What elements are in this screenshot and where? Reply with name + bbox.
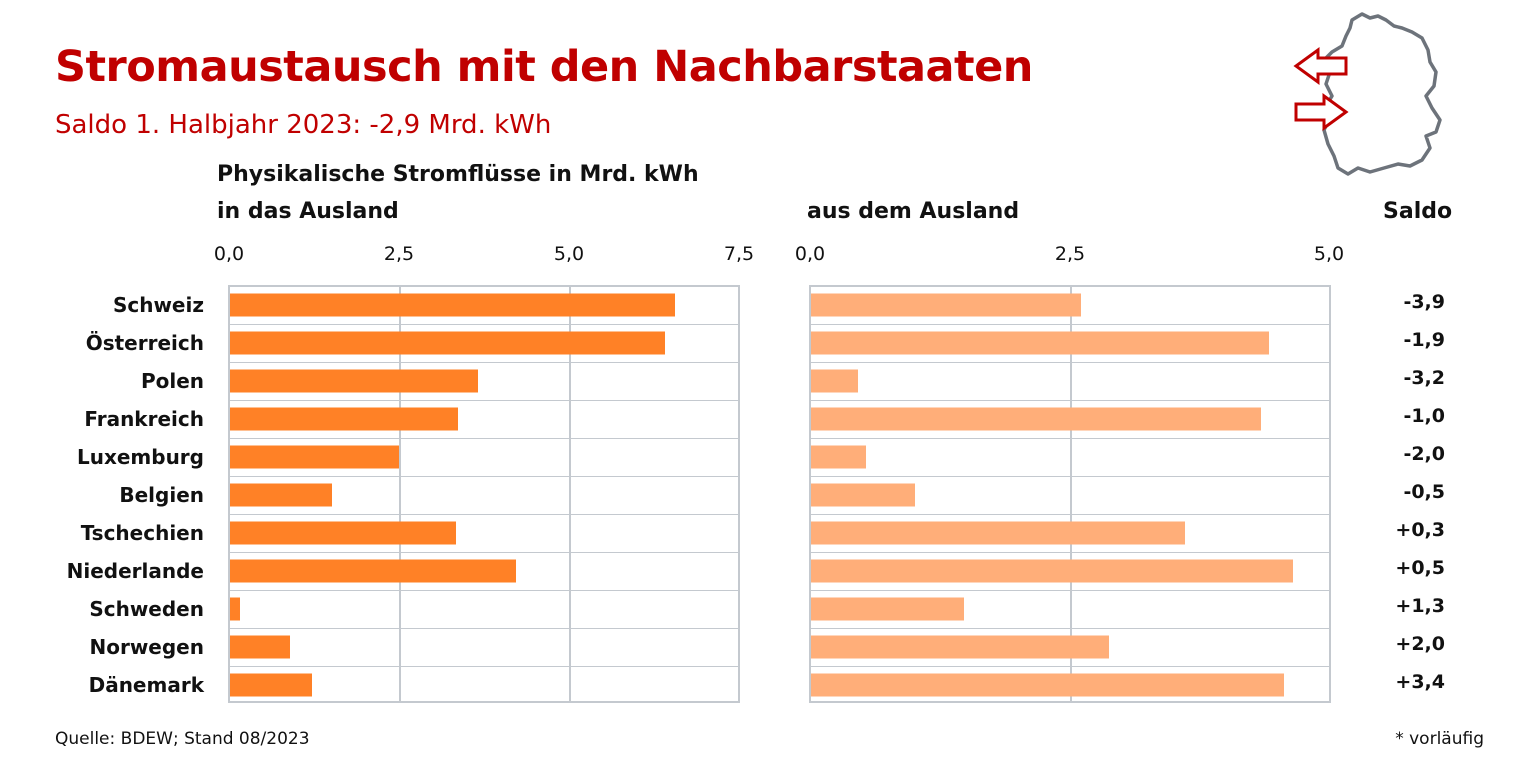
import-bar: [811, 521, 1186, 545]
country-label: Norwegen: [89, 635, 204, 659]
saldo-value: -3,9: [1403, 291, 1445, 313]
saldo-value: -0,5: [1403, 481, 1445, 503]
import-bar: [811, 483, 915, 507]
gridline: [569, 287, 571, 701]
row-separator: [230, 666, 738, 667]
country-label: Polen: [140, 369, 204, 393]
row-separator: [230, 324, 738, 325]
row-separator: [230, 514, 738, 515]
germany-map-icon: [1293, 12, 1442, 176]
page-subtitle: Saldo 1. Halbjahr 2023: -2,9 Mrd. kWh: [55, 110, 552, 140]
gridline: [399, 287, 401, 701]
saldo-value: +1,3: [1395, 595, 1445, 617]
import-bar: [811, 559, 1293, 583]
saldo-value: +2,0: [1395, 633, 1445, 655]
saldo-value: +3,4: [1395, 671, 1445, 693]
import-bar: [811, 331, 1269, 355]
export-bar-chart: [228, 285, 740, 703]
right-tick-label: 5,0: [1313, 243, 1345, 265]
import-bar: [811, 407, 1262, 431]
country-label: Niederlande: [66, 559, 204, 583]
germany-outline: [1322, 12, 1442, 176]
left-chart-header-line1: Physikalische Stromflüsse in Mrd. kWh: [217, 162, 699, 187]
country-label: Schweden: [89, 597, 204, 621]
export-bar: [230, 407, 458, 431]
import-bar: [811, 369, 858, 393]
left-tick-label: 0,0: [213, 243, 245, 265]
row-separator: [230, 438, 738, 439]
export-bar: [230, 559, 516, 583]
import-bar: [811, 597, 964, 621]
gridline: [1070, 287, 1072, 701]
row-separator: [230, 590, 738, 591]
saldo-header: Saldo: [1383, 199, 1453, 224]
saldo-value: -3,2: [1403, 367, 1445, 389]
row-separator: [230, 552, 738, 553]
row-separator: [230, 400, 738, 401]
import-bar: [811, 293, 1082, 317]
country-label: Frankreich: [84, 407, 204, 431]
country-label: Schweiz: [112, 293, 204, 317]
right-tick-label: 2,5: [1054, 243, 1086, 265]
import-arrow-icon: [1294, 93, 1349, 131]
row-separator: [230, 628, 738, 629]
right-chart-header: aus dem Ausland: [807, 199, 1020, 224]
country-label: Luxemburg: [76, 445, 204, 469]
left-tick-label: 5,0: [553, 243, 585, 265]
saldo-value: -1,0: [1403, 405, 1445, 427]
export-bar: [230, 445, 399, 469]
export-bar: [230, 673, 312, 697]
saldo-value: -2,0: [1403, 443, 1445, 465]
export-bar: [230, 597, 241, 621]
export-bar: [230, 369, 479, 393]
row-separator: [230, 476, 738, 477]
saldo-value: +0,3: [1395, 519, 1445, 541]
country-label: Belgien: [119, 483, 204, 507]
import-bar: [811, 673, 1285, 697]
import-bar: [811, 445, 867, 469]
export-bar: [230, 293, 676, 317]
saldo-value: -1,9: [1403, 329, 1445, 351]
page-title: Stromaustausch mit den Nachbarstaaten: [55, 42, 1033, 92]
export-bar: [230, 483, 332, 507]
country-label: Tschechien: [80, 521, 204, 545]
right-tick-label: 0,0: [794, 243, 826, 265]
left-tick-label: 7,5: [723, 243, 755, 265]
left-tick-label: 2,5: [383, 243, 415, 265]
footnote: * vorläufig: [1395, 729, 1484, 749]
import-bar: [811, 635, 1110, 659]
export-arrow-icon: [1293, 47, 1348, 85]
country-label: Österreich: [85, 331, 204, 355]
saldo-value: +0,5: [1395, 557, 1445, 579]
left-chart-header-line2: in das Ausland: [217, 199, 399, 224]
import-bar-chart: [809, 285, 1331, 703]
export-bar: [230, 521, 456, 545]
export-bar: [230, 331, 666, 355]
country-label: Dänemark: [88, 673, 204, 697]
export-bar: [230, 635, 290, 659]
row-separator: [230, 362, 738, 363]
source-note: Quelle: BDEW; Stand 08/2023: [55, 729, 310, 749]
